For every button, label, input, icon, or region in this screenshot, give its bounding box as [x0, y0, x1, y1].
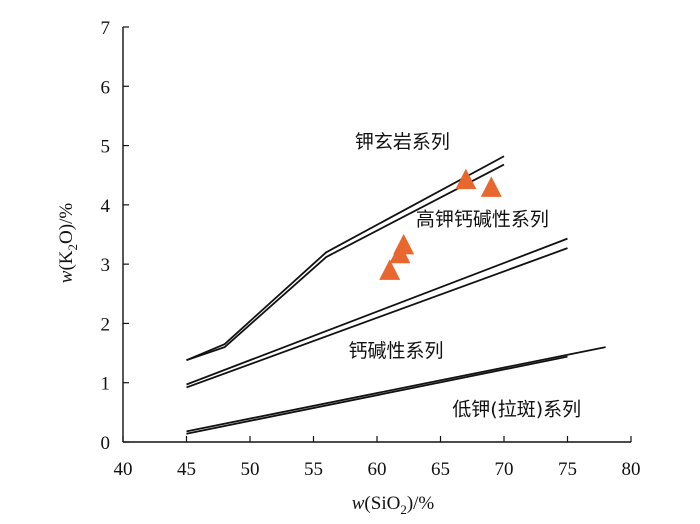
boundary-line: [186, 355, 568, 435]
x-tick-label: 40: [114, 459, 133, 480]
data-points: [379, 168, 502, 280]
x-tick-label: 70: [495, 459, 514, 480]
x-tick-label: 60: [368, 459, 387, 480]
x-tick-label: 55: [304, 459, 323, 480]
region-label: 钙碱性系列: [349, 340, 444, 362]
y-axis-label: w(K2O)/%: [56, 203, 80, 284]
x-tick-label: 80: [622, 459, 641, 480]
region-label: 高钾钙碱性系列: [416, 209, 549, 231]
region-label: 低钾(拉斑)系列: [452, 398, 581, 420]
x-tick-label: 75: [558, 459, 577, 480]
y-tick-label: 5: [101, 137, 111, 158]
y-tick-label: 1: [101, 374, 111, 395]
boundary-line: [186, 247, 568, 389]
y-tick-label: 4: [101, 196, 111, 217]
x-tick-label: 50: [241, 459, 260, 480]
data-point-triangle: [393, 233, 415, 255]
data-point-triangle: [455, 168, 477, 190]
y-tick-label: 6: [101, 77, 111, 98]
x-tick-label: 65: [431, 459, 450, 480]
boundary-line: [186, 155, 505, 362]
x-axis-label: w(SiO2)/%: [352, 493, 435, 517]
boundary-lines: [186, 155, 606, 435]
boundary-line: [186, 237, 568, 386]
y-tick-label: 3: [101, 255, 111, 276]
region-label: 钾玄岩系列: [355, 131, 450, 153]
y-tick-label: 2: [101, 314, 111, 335]
data-point-triangle: [379, 259, 401, 280]
y-tick-label: 7: [101, 18, 111, 39]
boundary-line: [186, 163, 505, 362]
x-tick-label: 45: [177, 459, 196, 480]
data-point-triangle: [480, 176, 502, 197]
boundary-line: [186, 346, 606, 433]
y-tick-label: 0: [101, 433, 111, 454]
